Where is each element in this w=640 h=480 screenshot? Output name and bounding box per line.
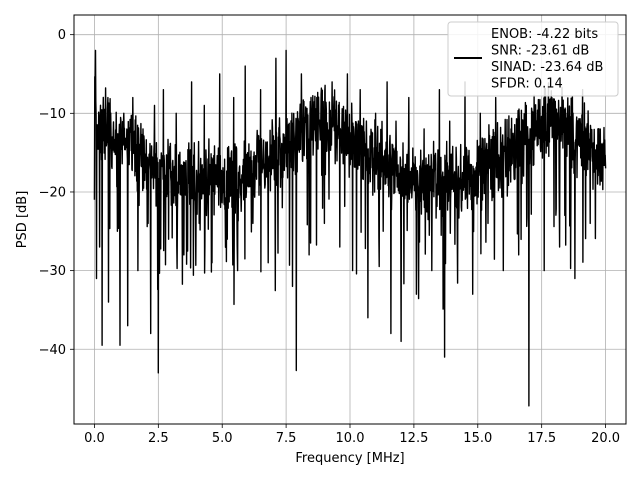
x-tick-label: 17.5 (527, 431, 556, 446)
legend-box (447, 21, 619, 97)
y-tick-label: −40 (39, 343, 66, 358)
y-axis-ticks: 0 −10 −20 −30 −40 (39, 28, 74, 358)
x-tick-label: 5.0 (212, 431, 233, 446)
x-tick-label: 12.5 (399, 431, 428, 446)
x-tick-label: 10.0 (336, 431, 365, 446)
y-tick-label: 0 (58, 28, 66, 43)
y-tick-label: −20 (39, 185, 66, 200)
y-tick-label: −10 (39, 107, 66, 122)
legend-snr: SNR: -23.61 dB (491, 44, 589, 59)
y-tick-label: −30 (39, 264, 66, 279)
legend: ENOB: -4.22 bits SNR: -23.61 dB SINAD: -… (447, 21, 619, 97)
y-axis-label: PSD [dB] (15, 191, 30, 249)
legend-sinad: SINAD: -23.64 dB (491, 60, 603, 75)
psd-line (93, 49, 607, 407)
x-axis-ticks: 0.0 2.5 5.0 7.5 10.0 12.5 15.0 17.5 20.0 (84, 424, 620, 446)
psd-series (93, 49, 607, 407)
x-tick-label: 15.0 (463, 431, 492, 446)
x-tick-label: 20.0 (591, 431, 620, 446)
x-axis-label: Frequency [MHz] (295, 451, 404, 466)
x-tick-label: 7.5 (276, 431, 297, 446)
x-tick-label: 0.0 (84, 431, 105, 446)
x-tick-label: 2.5 (148, 431, 169, 446)
legend-enob: ENOB: -4.22 bits (491, 27, 598, 42)
legend-sfdr: SFDR: 0.14 (491, 77, 563, 92)
